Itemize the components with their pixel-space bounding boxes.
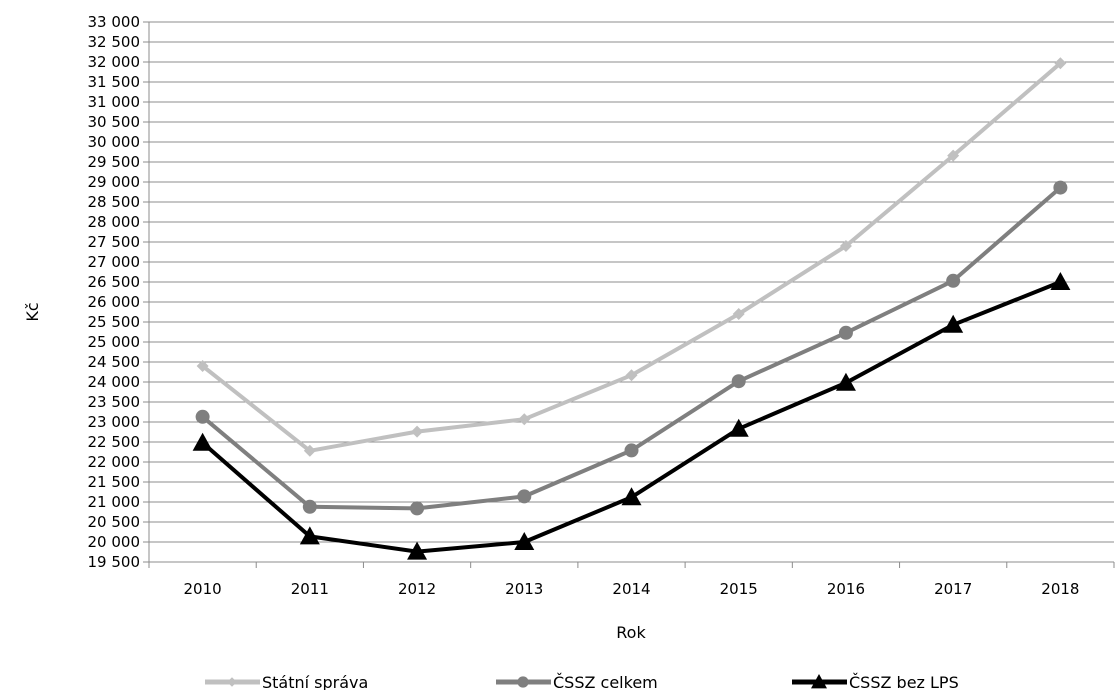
y-tick-label: 25 500 [88, 313, 141, 331]
data-point [518, 413, 531, 426]
y-tick-label: 26 000 [88, 293, 141, 311]
data-point [410, 501, 425, 516]
data-point [732, 308, 745, 320]
data-point [621, 487, 642, 506]
y-tick-label: 23 500 [88, 393, 141, 411]
x-tick-label: 2015 [720, 580, 758, 598]
y-tick-label: 27 500 [88, 233, 141, 251]
legend-marker [517, 676, 529, 688]
legend-item: ČSSZ bez LPS [792, 673, 959, 690]
y-tick-label: 33 000 [88, 13, 141, 31]
y-tick-label: 30 500 [88, 113, 141, 131]
data-point [943, 314, 964, 333]
data-point [303, 444, 316, 457]
y-tick-label: 24 000 [88, 373, 141, 391]
y-tick-label: 22 500 [88, 433, 141, 451]
x-tick-label: 2013 [505, 580, 543, 598]
y-tick-label: 29 500 [88, 153, 141, 171]
y-tick-label: 27 000 [88, 253, 141, 271]
data-point [946, 273, 961, 288]
y-tick-label: 31 000 [88, 93, 141, 111]
y-tick-label: 23 000 [88, 413, 141, 431]
data-point [196, 360, 209, 372]
y-tick-label: 31 500 [88, 73, 141, 91]
data-point [1053, 180, 1068, 195]
y-tick-label: 30 000 [88, 133, 141, 151]
data-point [839, 240, 852, 252]
data-point [624, 443, 639, 458]
data-point [192, 432, 213, 451]
y-tick-label: 32 000 [88, 53, 141, 71]
data-point [195, 409, 210, 424]
legend-item: Státní správa [205, 673, 368, 690]
data-point [835, 372, 856, 391]
legend-marker [227, 677, 237, 687]
series-line-1 [201, 61, 1062, 453]
data-point [838, 325, 853, 340]
y-tick-label: 28 000 [88, 213, 141, 231]
data-point [1050, 272, 1071, 290]
data-point [411, 425, 424, 438]
y-tick-label: 20 000 [88, 533, 141, 551]
legend: Státní správa ČSSZ celkem ČSSZ bez LPS [205, 673, 959, 690]
y-axis-label: Kč [23, 302, 42, 321]
y-tick-label: 28 500 [88, 193, 141, 211]
y-tick-label: 21 000 [88, 493, 141, 511]
data-point [299, 526, 320, 545]
data-point [514, 532, 535, 550]
grid-lines [143, 21, 1114, 563]
y-tick-label: 26 500 [88, 273, 141, 291]
data-point [947, 149, 960, 162]
y-tick-label: 25 000 [88, 333, 141, 351]
x-tick-label: 2018 [1041, 580, 1079, 598]
y-tick-label: 24 500 [88, 353, 141, 371]
legend-label: ČSSZ celkem [553, 673, 658, 690]
axes [148, 22, 1115, 568]
legend-marker [811, 674, 827, 689]
data-point [302, 499, 317, 514]
y-tick-label: 32 500 [88, 33, 141, 51]
x-tick-label: 2016 [827, 580, 865, 598]
x-tick-label: 2012 [398, 580, 436, 598]
y-tick-label: 22 000 [88, 453, 141, 471]
x-axis-label: Rok [616, 623, 646, 642]
x-tick-label: 2010 [184, 580, 222, 598]
y-tick-label: 29 000 [88, 173, 141, 191]
data-point [731, 374, 746, 389]
y-tick-label: 21 500 [88, 473, 141, 491]
series-line-2 [201, 186, 1062, 511]
y-tick-label: 20 500 [88, 513, 141, 531]
data-point [728, 418, 749, 437]
series-markers [192, 57, 1071, 560]
x-tick-label: 2011 [291, 580, 329, 598]
legend-label: Státní správa [262, 673, 368, 690]
y-tick-label: 19 500 [88, 553, 141, 571]
data-point [517, 489, 532, 504]
series-lines [201, 61, 1062, 554]
x-tick-label: 2017 [934, 580, 972, 598]
legend-label: ČSSZ bez LPS [849, 673, 959, 690]
legend-item: ČSSZ celkem [496, 673, 658, 690]
x-tick-label: 2014 [612, 580, 650, 598]
data-point [1054, 57, 1067, 70]
data-point [625, 369, 638, 382]
y-tick-labels: 19 500 20 000 20 500 21 000 21 500 22 000 22 5… [88, 13, 141, 571]
x-tick-labels: 2010 2011 2012 2013 2014 2015 2016 2017 2018 [184, 580, 1080, 598]
data-point [407, 541, 428, 560]
